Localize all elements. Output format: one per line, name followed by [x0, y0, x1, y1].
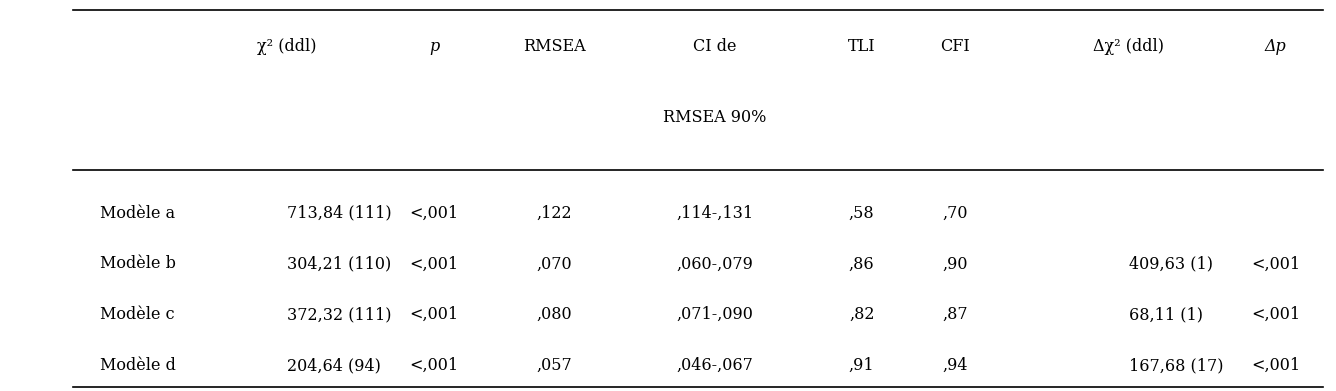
Text: CI de: CI de [693, 38, 736, 56]
Text: <,001: <,001 [1252, 255, 1300, 273]
Text: Δp: Δp [1265, 38, 1287, 56]
Text: CFI: CFI [941, 38, 970, 56]
Text: ,94: ,94 [942, 357, 969, 374]
Text: χ² (ddl): χ² (ddl) [258, 38, 317, 56]
Text: 372,32 (111): 372,32 (111) [287, 306, 391, 323]
Text: 713,84 (111): 713,84 (111) [287, 204, 391, 222]
Text: ,91: ,91 [848, 357, 875, 374]
Text: p: p [429, 38, 440, 56]
Text: ,58: ,58 [848, 204, 875, 222]
Text: ,122: ,122 [537, 204, 572, 222]
Text: <,001: <,001 [410, 306, 458, 323]
Text: Modèle d: Modèle d [100, 357, 176, 374]
Text: 304,21 (110): 304,21 (110) [287, 255, 391, 273]
Text: <,001: <,001 [1252, 357, 1300, 374]
Text: Modèle b: Modèle b [100, 255, 176, 273]
Text: ,70: ,70 [942, 204, 969, 222]
Text: Modèle c: Modèle c [100, 306, 175, 323]
Text: 167,68 (17): 167,68 (17) [1129, 357, 1224, 374]
Text: ,114-,131: ,114-,131 [676, 204, 754, 222]
Text: ,90: ,90 [942, 255, 969, 273]
Text: 68,11 (1): 68,11 (1) [1129, 306, 1202, 323]
Text: ,080: ,080 [537, 306, 572, 323]
Text: <,001: <,001 [410, 204, 458, 222]
Text: <,001: <,001 [1252, 306, 1300, 323]
Text: TLI: TLI [848, 38, 875, 56]
Text: Δχ² (ddl): Δχ² (ddl) [1093, 38, 1165, 56]
Text: RMSEA: RMSEA [524, 38, 585, 56]
Text: <,001: <,001 [410, 357, 458, 374]
Text: ,046-,067: ,046-,067 [676, 357, 754, 374]
Text: ,057: ,057 [537, 357, 572, 374]
Text: 204,64 (94): 204,64 (94) [287, 357, 381, 374]
Text: 409,63 (1): 409,63 (1) [1129, 255, 1213, 273]
Text: ,86: ,86 [848, 255, 875, 273]
Text: ,071-,090: ,071-,090 [676, 306, 754, 323]
Text: RMSEA 90%: RMSEA 90% [663, 109, 767, 126]
Text: ,070: ,070 [537, 255, 572, 273]
Text: Modèle a: Modèle a [100, 204, 175, 222]
Text: ,060-,079: ,060-,079 [676, 255, 754, 273]
Text: <,001: <,001 [410, 255, 458, 273]
Text: ,87: ,87 [942, 306, 969, 323]
Text: ,82: ,82 [848, 306, 875, 323]
